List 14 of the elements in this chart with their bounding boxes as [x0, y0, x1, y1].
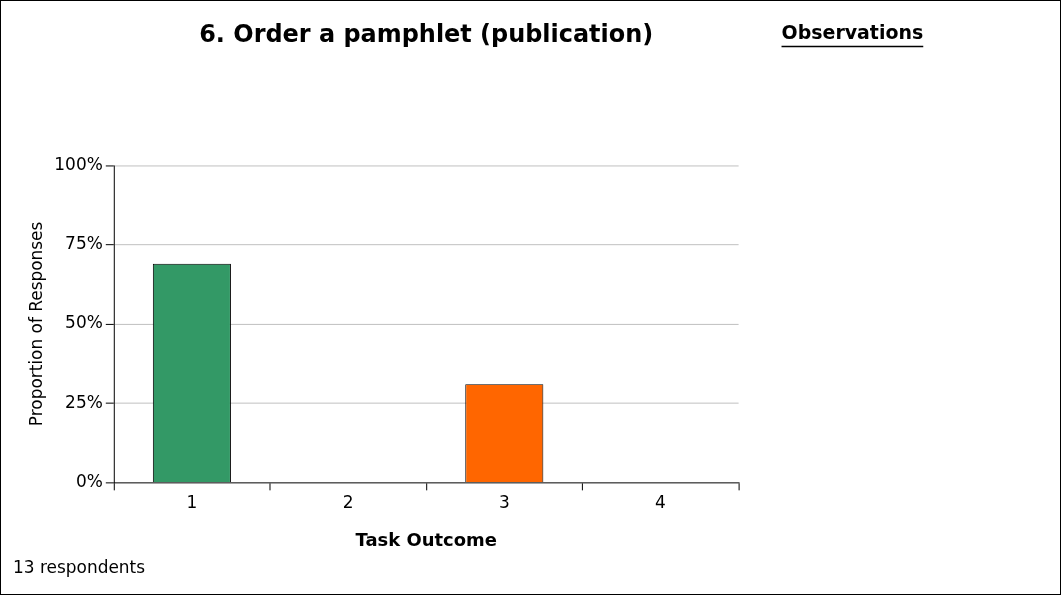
y-tick-label: 50%: [65, 312, 103, 333]
y-tick-label: 100%: [54, 153, 103, 174]
x-tick-label: 1: [186, 491, 198, 512]
x-axis-title: Task Outcome: [355, 529, 497, 551]
text: 13 respondents: [12, 557, 146, 578]
x-tick-label: 4: [655, 491, 666, 512]
y-axis-title: Proportion of Responses: [25, 221, 46, 427]
y-tick-label: 75%: [65, 233, 103, 254]
x-tick-label: 2: [342, 491, 354, 512]
y-tick-label: 0%: [75, 470, 103, 491]
y-tick-label: 25%: [65, 391, 103, 412]
x-tick-label: 3: [498, 491, 510, 512]
chart-title: 6. Order a pamphlet (publication): [199, 20, 654, 49]
text: Observations: [781, 20, 924, 43]
